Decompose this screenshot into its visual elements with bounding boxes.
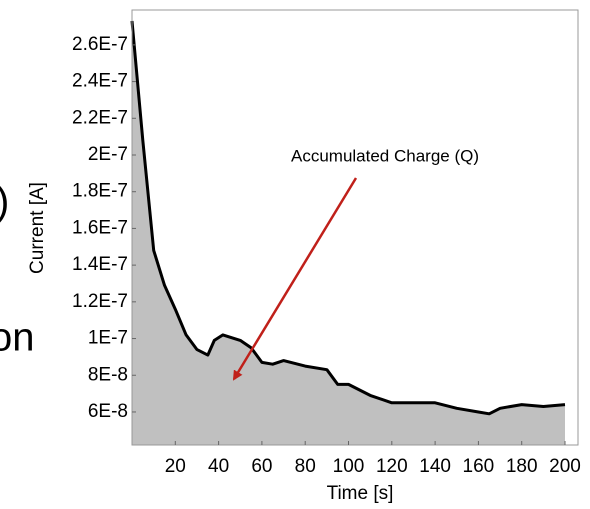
y-tick-label: 1.4E-7 bbox=[72, 254, 128, 275]
y-tick-label: 2.2E-7 bbox=[72, 107, 128, 128]
x-tick-label: 20 bbox=[165, 456, 186, 477]
area bbox=[132, 21, 565, 445]
y-tick-label: 2.4E-7 bbox=[72, 71, 128, 92]
y-tick-label: 1.2E-7 bbox=[72, 291, 128, 312]
y-axis-label: Current [A] bbox=[27, 182, 48, 274]
x-tick-label: 40 bbox=[208, 456, 229, 477]
x-tick-label: 80 bbox=[295, 456, 316, 477]
y-tick-label: 6E-8 bbox=[88, 401, 128, 422]
annotation: Accumulated Charge (Q) bbox=[291, 146, 479, 165]
y-tick-label: 2.6E-7 bbox=[72, 34, 128, 55]
plot-frame bbox=[131, 9, 579, 446]
clipped-text: on bbox=[0, 316, 35, 360]
x-tick-label: 120 bbox=[376, 456, 408, 477]
x-tick-label: 60 bbox=[251, 456, 272, 477]
y-tick-label: 8E-8 bbox=[88, 364, 128, 385]
annotation-arrow bbox=[232, 177, 358, 381]
clipped-text: ) bbox=[0, 180, 9, 224]
y-tick-label: 1.8E-7 bbox=[72, 181, 128, 202]
y-tick-label: 1E-7 bbox=[88, 328, 128, 349]
x-tick-label: 160 bbox=[463, 456, 495, 477]
x-tick-label: 100 bbox=[333, 456, 365, 477]
line bbox=[130, 20, 566, 416]
y-tick-label: 1.6E-7 bbox=[72, 217, 128, 238]
x-tick-label: 200 bbox=[549, 456, 581, 477]
y-tick-label: 2E-7 bbox=[88, 144, 128, 165]
x-axis-label: Time [s] bbox=[327, 483, 394, 504]
x-tick-label: 140 bbox=[419, 456, 451, 477]
x-tick-label: 180 bbox=[506, 456, 538, 477]
